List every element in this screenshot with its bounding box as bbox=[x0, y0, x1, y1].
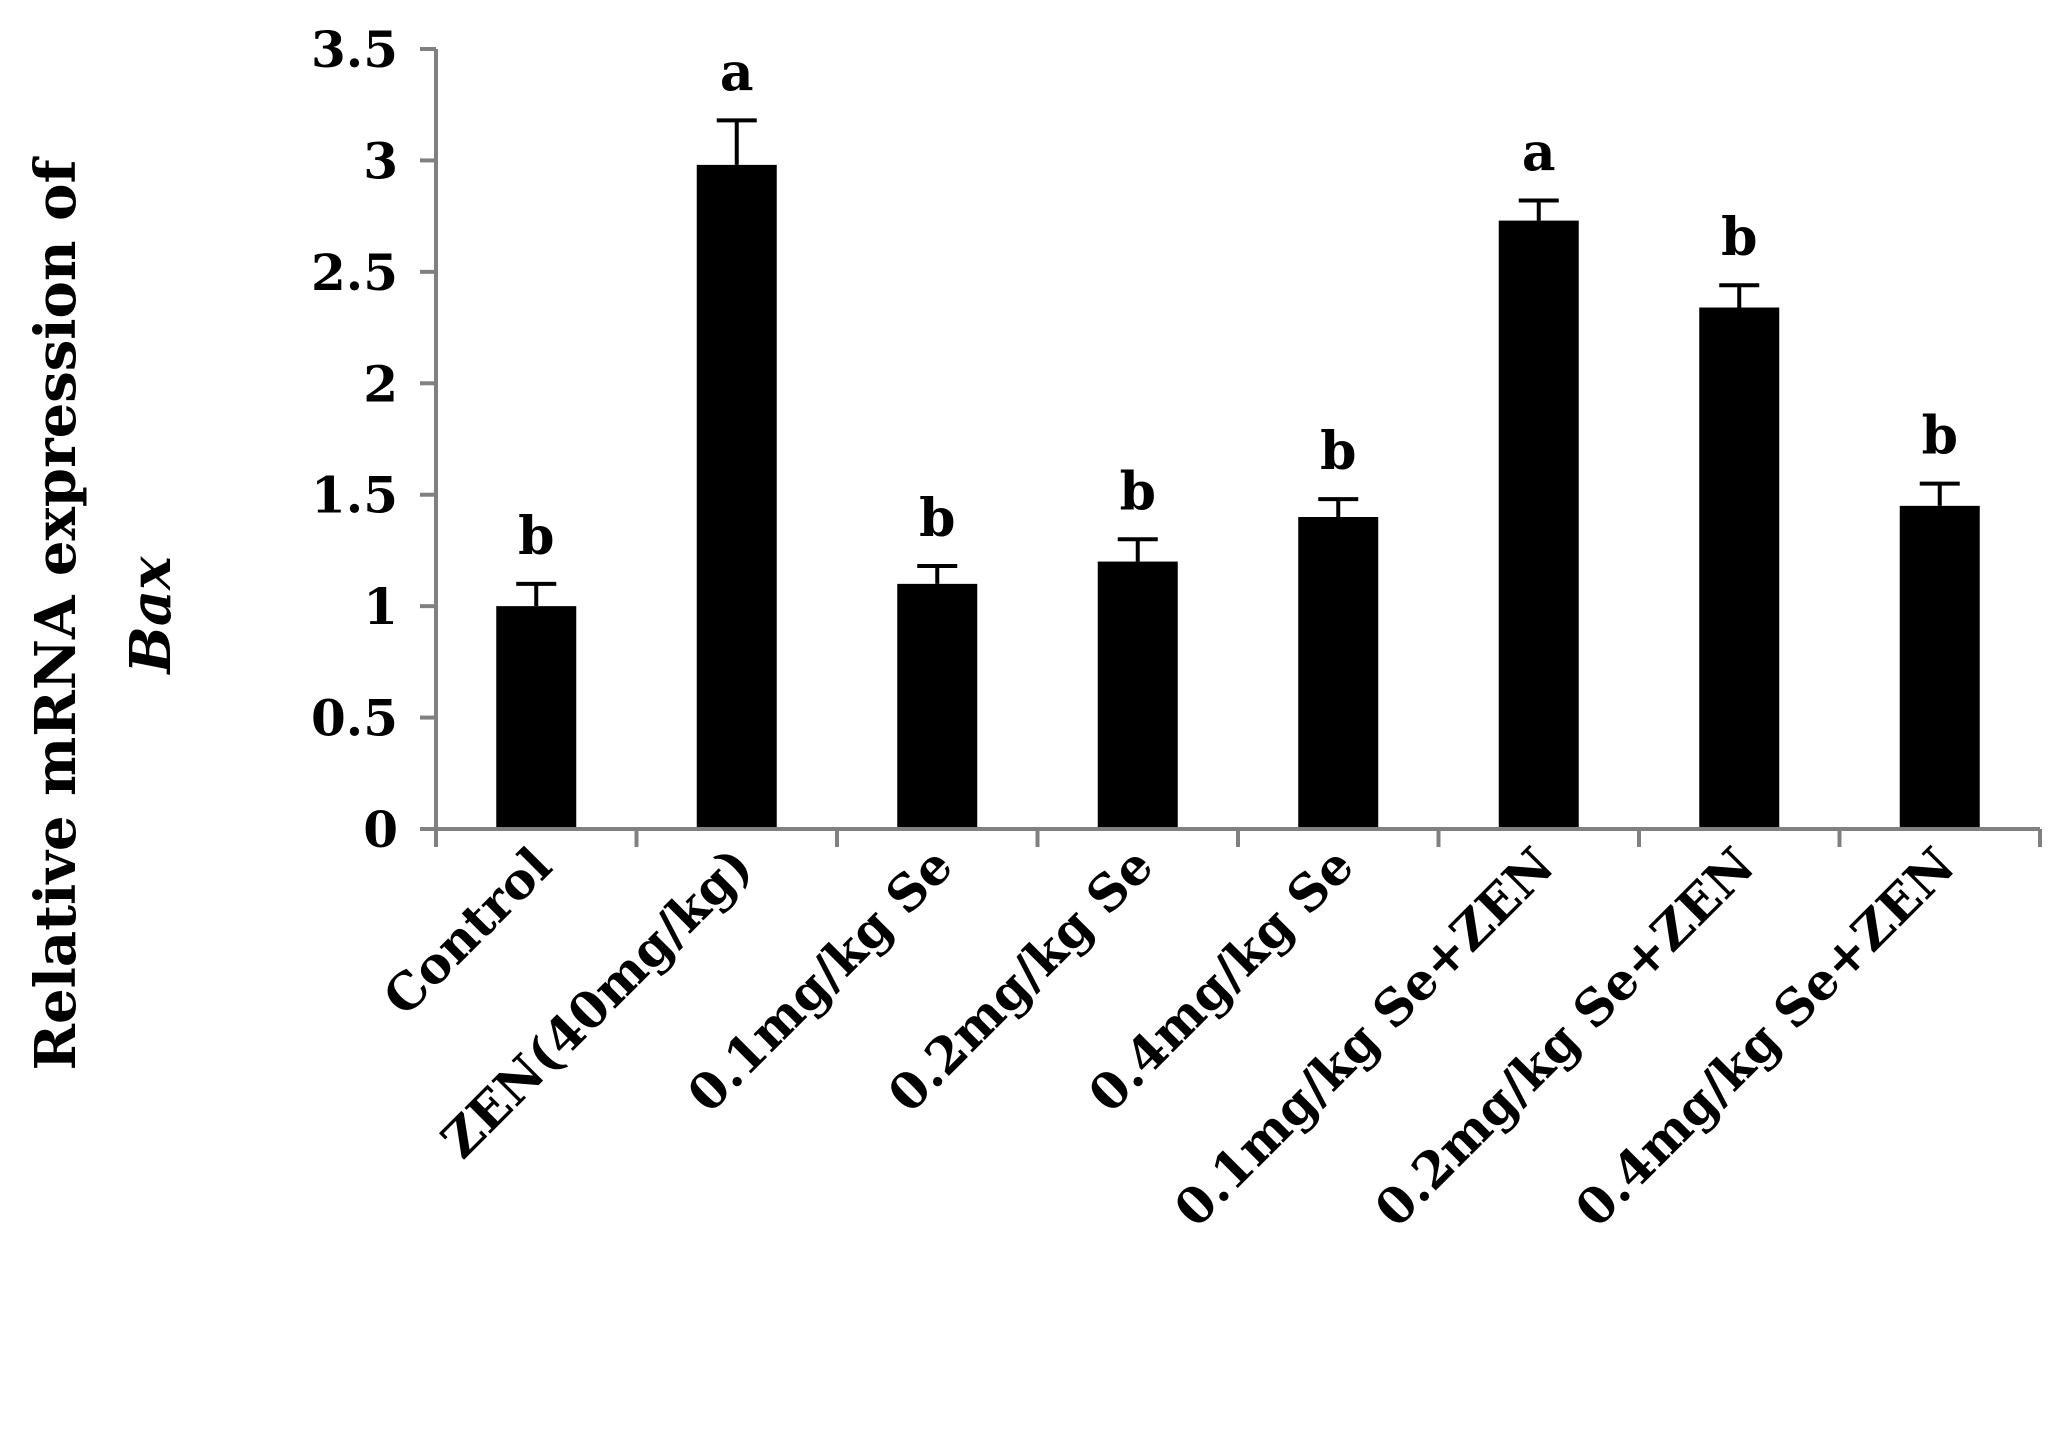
significance-letter: b bbox=[1320, 421, 1356, 482]
bar bbox=[1699, 307, 1780, 829]
significance-letter: b bbox=[919, 488, 955, 549]
bars: b a b b b a b b bbox=[496, 42, 1980, 830]
y-tick-label: 1.5 bbox=[311, 466, 398, 525]
x-category-label: 0.4mg/kg Se+ZEN bbox=[1564, 836, 1967, 1239]
y-tick-label: 3 bbox=[363, 131, 398, 190]
y-tick-label: 2 bbox=[363, 354, 398, 413]
bar bbox=[1498, 220, 1579, 830]
significance-letter: b bbox=[1721, 207, 1757, 268]
y-axis-ticks: 0 0.5 1 1.5 2 2.5 3 3.5 bbox=[311, 20, 438, 859]
y-tick-label: 2.5 bbox=[311, 243, 398, 302]
bar bbox=[696, 164, 777, 829]
y-axis-title-line2: Bax bbox=[118, 556, 184, 676]
significance-letter: b bbox=[1922, 406, 1958, 467]
significance-letter: b bbox=[518, 506, 554, 567]
x-category-label: 0.2mg/kg Se+ZEN bbox=[1363, 836, 1766, 1239]
bar bbox=[897, 583, 978, 829]
y-axis-title: Relative mRNA expression of Bax bbox=[23, 156, 184, 1071]
significance-letter: a bbox=[1522, 123, 1556, 184]
bar bbox=[496, 606, 577, 829]
x-axis bbox=[434, 827, 2042, 847]
bar bbox=[1298, 517, 1379, 829]
y-axis-title-line1: Relative mRNA expression of bbox=[23, 156, 89, 1071]
bar bbox=[1097, 561, 1178, 829]
y-tick-label: 0 bbox=[363, 800, 398, 859]
significance-letter: a bbox=[720, 42, 754, 103]
x-category-label: 0.1mg/kg Se+ZEN bbox=[1163, 836, 1566, 1239]
y-tick-label: 1 bbox=[363, 577, 398, 636]
x-category-label: Control bbox=[372, 836, 563, 1027]
significance-letter: b bbox=[1120, 461, 1156, 522]
y-tick-label: 3.5 bbox=[311, 20, 398, 79]
y-tick-label: 0.5 bbox=[311, 689, 398, 748]
bar bbox=[1899, 505, 1980, 829]
